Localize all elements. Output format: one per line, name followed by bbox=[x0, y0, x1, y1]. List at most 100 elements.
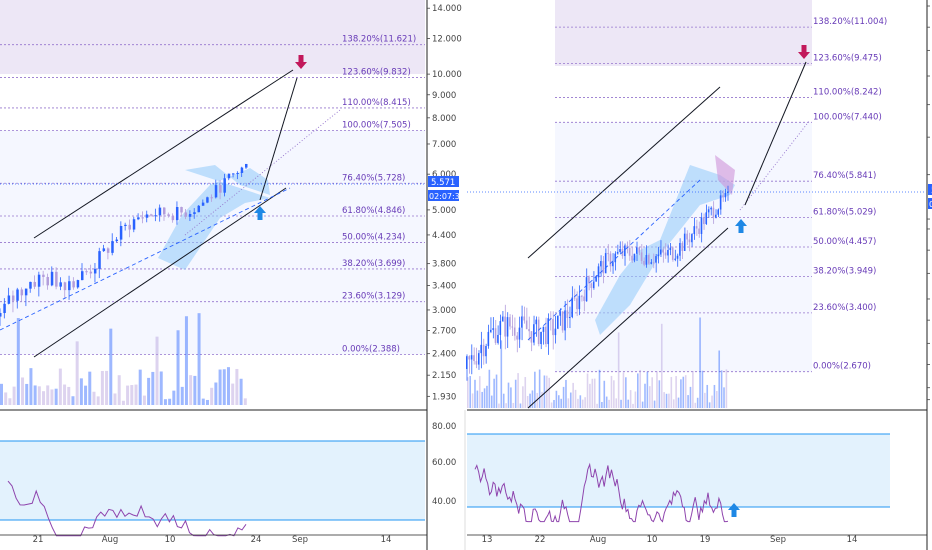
candle-body bbox=[645, 254, 648, 265]
price-axis-label: 10.000 bbox=[432, 70, 462, 80]
candle-body bbox=[516, 335, 518, 340]
candle-body bbox=[530, 331, 533, 343]
trend-projection-dotted bbox=[739, 119, 811, 211]
candle-body bbox=[501, 316, 504, 322]
volume-bar bbox=[557, 395, 560, 408]
candle-body bbox=[681, 243, 684, 251]
fib-level-label: 123.60%(9.832) bbox=[342, 67, 411, 77]
candle-body bbox=[68, 281, 71, 291]
volume-bar bbox=[138, 369, 142, 405]
candle-body bbox=[16, 289, 19, 301]
fib-level-label: 23.60%(3.400) bbox=[813, 303, 876, 313]
price-axis-label: 2.700 bbox=[432, 327, 456, 337]
countdown-label: 02:07:37 bbox=[429, 192, 465, 201]
volume-bar bbox=[553, 399, 555, 408]
volume-bar bbox=[538, 369, 541, 408]
fib-level-label: 123.60%(9.475) bbox=[813, 53, 882, 63]
rsi-axis-label: 40.00 bbox=[432, 497, 456, 507]
volume-bar bbox=[214, 382, 218, 405]
target-projection-line bbox=[259, 77, 298, 201]
volume-bar bbox=[495, 374, 498, 408]
volume-bar bbox=[476, 390, 479, 408]
candle-body bbox=[568, 317, 571, 319]
candle-body bbox=[214, 185, 218, 198]
volume-bar bbox=[689, 386, 692, 408]
volume-bar bbox=[105, 370, 109, 405]
price-axis-label: 1.930 bbox=[432, 392, 456, 402]
candle-body bbox=[609, 253, 612, 267]
volume-bar bbox=[510, 387, 512, 408]
candle-body bbox=[523, 316, 526, 321]
volume-bar bbox=[235, 368, 239, 405]
volume-bar bbox=[488, 369, 491, 408]
volume-bar bbox=[467, 377, 469, 408]
candle-body bbox=[693, 226, 696, 235]
volume-bar bbox=[130, 385, 134, 405]
candle-body bbox=[50, 271, 54, 286]
candle-body bbox=[698, 228, 700, 234]
volume-bar bbox=[550, 402, 553, 408]
candle-body bbox=[20, 289, 24, 296]
candle-body bbox=[171, 215, 175, 221]
volume-bar bbox=[567, 398, 570, 408]
candle-body bbox=[624, 245, 626, 257]
volume-bar bbox=[121, 400, 125, 405]
volume-bar bbox=[543, 375, 546, 408]
volume-bar bbox=[205, 399, 209, 405]
candle-body bbox=[650, 262, 652, 264]
volume-bar bbox=[639, 369, 642, 408]
volume-bar bbox=[680, 379, 682, 408]
fib-level-label: 100.00%(7.440) bbox=[813, 112, 882, 122]
candle-body bbox=[485, 345, 487, 357]
candle-body bbox=[154, 215, 157, 217]
candle-body bbox=[106, 248, 110, 253]
volume-bar bbox=[147, 377, 151, 405]
volume-bar bbox=[620, 399, 622, 408]
candle-body bbox=[590, 283, 593, 289]
candle-body bbox=[717, 209, 720, 215]
candle-body bbox=[619, 248, 621, 252]
volume-bar bbox=[708, 402, 711, 408]
volume-bar bbox=[548, 377, 551, 408]
volume-bar bbox=[562, 386, 565, 408]
volume-bar bbox=[586, 373, 589, 408]
volume-bar bbox=[658, 380, 661, 408]
candle-body bbox=[576, 298, 578, 310]
candle-body bbox=[633, 253, 636, 261]
volume-bar bbox=[598, 369, 601, 408]
candle-body bbox=[674, 258, 676, 260]
volume-bar bbox=[593, 378, 596, 408]
volume-bar bbox=[622, 372, 625, 408]
fib-level-label: 61.80%(5.029) bbox=[813, 208, 876, 218]
fib-extension-zone bbox=[0, 0, 425, 74]
volume-bar bbox=[603, 380, 606, 408]
volume-bar bbox=[555, 390, 558, 408]
volume-bar bbox=[610, 375, 613, 408]
volume-bar bbox=[474, 379, 476, 408]
candle-body bbox=[128, 224, 131, 230]
volume-bar bbox=[0, 383, 3, 405]
volume-bar bbox=[699, 317, 701, 408]
volume-bar bbox=[565, 379, 567, 408]
price-axis-label: 8.000 bbox=[432, 114, 456, 124]
volume-bar bbox=[581, 399, 584, 408]
candle-body bbox=[475, 361, 478, 365]
volume-bar bbox=[180, 386, 184, 405]
candle-body bbox=[643, 260, 645, 265]
candle-body bbox=[482, 344, 485, 357]
candle-body bbox=[504, 316, 506, 337]
volume-bar bbox=[656, 371, 658, 408]
price-axis-label: 3.000 bbox=[432, 306, 456, 316]
candle-body bbox=[163, 207, 166, 215]
volume-bar bbox=[163, 399, 167, 405]
volume-bar bbox=[625, 377, 627, 408]
candle-body bbox=[506, 317, 509, 337]
volume-bar bbox=[672, 399, 675, 408]
channel-line bbox=[527, 86, 721, 259]
candle-body bbox=[76, 280, 80, 288]
volume-bar bbox=[536, 392, 539, 408]
price-axis-label: 14.000 bbox=[432, 4, 462, 14]
rsi-axis-label: 60.00 bbox=[432, 458, 456, 468]
candle-body bbox=[676, 255, 679, 259]
volume-bar bbox=[471, 393, 474, 408]
